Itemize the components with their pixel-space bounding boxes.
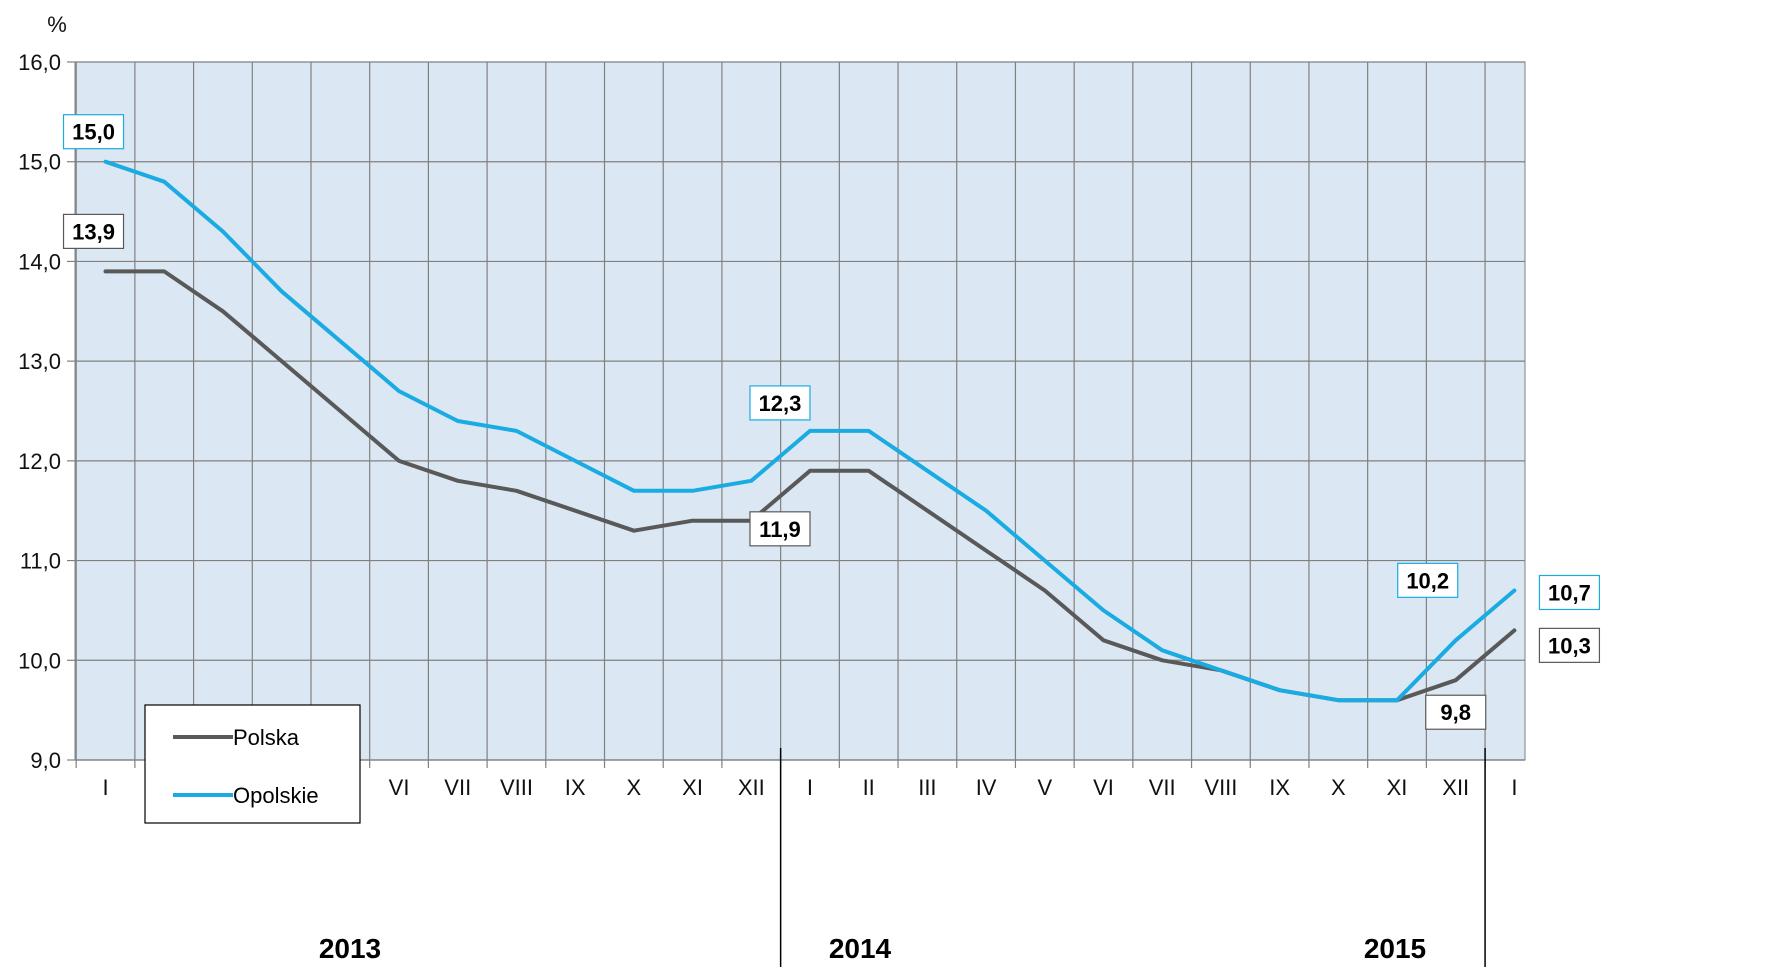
legend-box bbox=[144, 704, 361, 824]
x-tick-label: II bbox=[863, 775, 875, 800]
y-tick-label: 9,0 bbox=[30, 748, 61, 773]
x-tick-label: V bbox=[1037, 775, 1052, 800]
y-tick-label: 12,0 bbox=[18, 449, 61, 474]
y-tick-label: 15,0 bbox=[18, 150, 61, 175]
x-tick-label: VI bbox=[389, 775, 410, 800]
y-tick-label: 16,0 bbox=[18, 50, 61, 75]
data-label-box bbox=[1425, 694, 1487, 730]
legend-label: Polska bbox=[233, 725, 300, 750]
data-label: 10,7 bbox=[1548, 580, 1591, 605]
year-label: 2014 bbox=[829, 933, 892, 964]
x-tick-label: IX bbox=[565, 775, 586, 800]
data-label: 15,0 bbox=[72, 120, 115, 145]
y-tick-label: 14,0 bbox=[18, 249, 61, 274]
data-label-box bbox=[749, 385, 811, 421]
year-label: 2015 bbox=[1364, 933, 1426, 964]
data-label: 13,9 bbox=[72, 219, 115, 244]
x-tick-label: XI bbox=[682, 775, 703, 800]
year-label: 2013 bbox=[319, 933, 381, 964]
x-tick-label: X bbox=[627, 775, 642, 800]
data-label: 10,3 bbox=[1548, 633, 1591, 658]
y-tick-label: 10,0 bbox=[18, 648, 61, 673]
x-tick-label: VII bbox=[1149, 775, 1176, 800]
x-tick-label: III bbox=[918, 775, 936, 800]
legend-label: Opolskie bbox=[233, 783, 319, 808]
x-tick-label: XI bbox=[1387, 775, 1408, 800]
data-label-box bbox=[749, 511, 811, 547]
x-tick-label: VI bbox=[1093, 775, 1114, 800]
y-tick-label: 13,0 bbox=[18, 349, 61, 374]
x-tick-label: X bbox=[1331, 775, 1346, 800]
x-tick-label: I bbox=[807, 775, 813, 800]
data-label-box bbox=[62, 114, 125, 150]
y-tick-label: 11,0 bbox=[20, 549, 61, 574]
data-label-box bbox=[62, 213, 125, 249]
x-tick-label: IX bbox=[1269, 775, 1290, 800]
data-label: 11,9 bbox=[759, 517, 801, 542]
x-tick-label: XII bbox=[1442, 775, 1469, 800]
data-label: 10,2 bbox=[1406, 568, 1449, 593]
x-tick-label: XII bbox=[738, 775, 765, 800]
x-tick-label: I bbox=[102, 775, 108, 800]
data-label: 9,8 bbox=[1440, 700, 1471, 725]
data-label: 12,3 bbox=[759, 391, 802, 416]
series-line-opolskie bbox=[103, 159, 1517, 703]
data-label-box bbox=[1538, 574, 1601, 611]
x-tick-label: VIII bbox=[500, 775, 533, 800]
x-tick-label: IV bbox=[976, 775, 997, 800]
x-tick-label: I bbox=[1511, 775, 1517, 800]
y-axis-unit-label: % bbox=[47, 12, 67, 37]
x-tick-label: VII bbox=[444, 775, 471, 800]
x-tick-label: VIII bbox=[1204, 775, 1237, 800]
data-label-box bbox=[1397, 562, 1459, 598]
data-label-box bbox=[1538, 627, 1601, 663]
